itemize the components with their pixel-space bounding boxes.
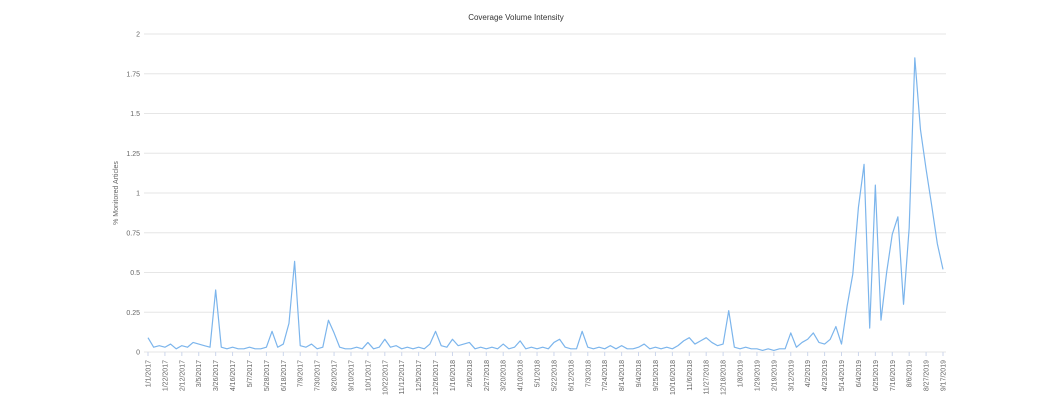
y-axis-label: % Monitored Articles xyxy=(113,161,120,225)
x-tick-label: 1/29/2019 xyxy=(754,360,761,391)
x-tick-label: 1/8/2019 xyxy=(738,360,745,387)
x-tick-label: 4/10/2018 xyxy=(518,360,525,391)
x-tick-label: 12/26/2017 xyxy=(433,360,440,395)
x-tick-label: 10/22/2017 xyxy=(382,360,389,395)
x-tick-label: 2/12/2017 xyxy=(179,360,186,391)
y-tick-label: 0.5 xyxy=(130,270,140,277)
y-tick-label: 0 xyxy=(136,350,140,357)
x-tick-label: 10/1/2017 xyxy=(365,360,372,391)
data-line xyxy=(147,57,944,352)
x-tick-label: 5/14/2019 xyxy=(839,360,846,391)
x-tick-label: 1/16/2018 xyxy=(450,360,457,391)
x-tick-label: 9/17/2019 xyxy=(941,360,948,391)
x-tick-label: 7/30/2017 xyxy=(315,360,322,391)
y-tick-label: 0.25 xyxy=(126,310,140,317)
x-tick-label: 2/27/2018 xyxy=(484,360,491,391)
x-tick-label: 12/5/2017 xyxy=(416,360,423,391)
x-tick-label: 1/1/2017 xyxy=(146,360,153,387)
x-tick-label: 8/6/2019 xyxy=(907,360,914,387)
x-tick-label: 6/4/2019 xyxy=(856,360,863,387)
x-tick-label: 9/4/2018 xyxy=(636,360,643,387)
x-tick-label: 5/1/2018 xyxy=(535,360,542,387)
y-tick-label: 1.25 xyxy=(126,151,140,158)
x-tick-label: 8/20/2017 xyxy=(332,360,339,391)
x-tick-label: 4/23/2019 xyxy=(822,360,829,391)
x-tick-label: 4/2/2019 xyxy=(805,360,812,387)
x-tick-label: 8/27/2019 xyxy=(924,360,931,391)
x-tick-label: 7/3/2018 xyxy=(585,360,592,387)
x-tick-label: 5/7/2017 xyxy=(247,360,254,387)
y-tick-label: 0.75 xyxy=(126,230,140,237)
x-tick-label: 6/25/2019 xyxy=(873,360,880,391)
x-tick-label: 11/27/2018 xyxy=(704,360,711,395)
x-tick-label: 2/6/2018 xyxy=(467,360,474,387)
x-tick-label: 11/12/2017 xyxy=(399,360,406,395)
x-tick-label: 3/26/2017 xyxy=(213,360,220,391)
x-tick-label: 3/12/2019 xyxy=(788,360,795,391)
x-tick-label: 7/9/2017 xyxy=(298,360,305,387)
y-tick-label: 2 xyxy=(136,32,140,39)
x-tick-label: 12/18/2018 xyxy=(721,360,728,395)
x-tick-label: 11/6/2018 xyxy=(687,360,694,391)
x-tick-label: 10/16/2018 xyxy=(670,360,677,395)
x-tick-label: 5/22/2018 xyxy=(551,360,558,391)
x-tick-label: 1/22/2017 xyxy=(162,360,169,391)
x-tick-label: 3/5/2017 xyxy=(196,360,203,387)
x-tick-label: 6/18/2017 xyxy=(281,360,288,391)
x-tick-label: 9/25/2018 xyxy=(653,360,660,391)
x-tick-label: 5/28/2017 xyxy=(264,360,271,391)
chart-title: Coverage Volume Intensity xyxy=(468,13,564,22)
y-tick-label: 1.5 xyxy=(130,111,140,118)
x-tick-label: 4/16/2017 xyxy=(230,360,237,391)
x-tick-label: 6/12/2018 xyxy=(568,360,575,391)
y-tick-label: 1.75 xyxy=(126,71,140,78)
x-tick-label: 2/19/2019 xyxy=(771,360,778,391)
x-tick-label: 7/16/2019 xyxy=(890,360,897,391)
x-tick-label: 3/20/2018 xyxy=(501,360,508,391)
y-tick-label: 1 xyxy=(136,191,140,198)
x-tick-label: 8/14/2018 xyxy=(619,360,626,391)
x-tick-label: 7/24/2018 xyxy=(602,360,609,391)
x-tick-label: 9/10/2017 xyxy=(348,360,355,391)
